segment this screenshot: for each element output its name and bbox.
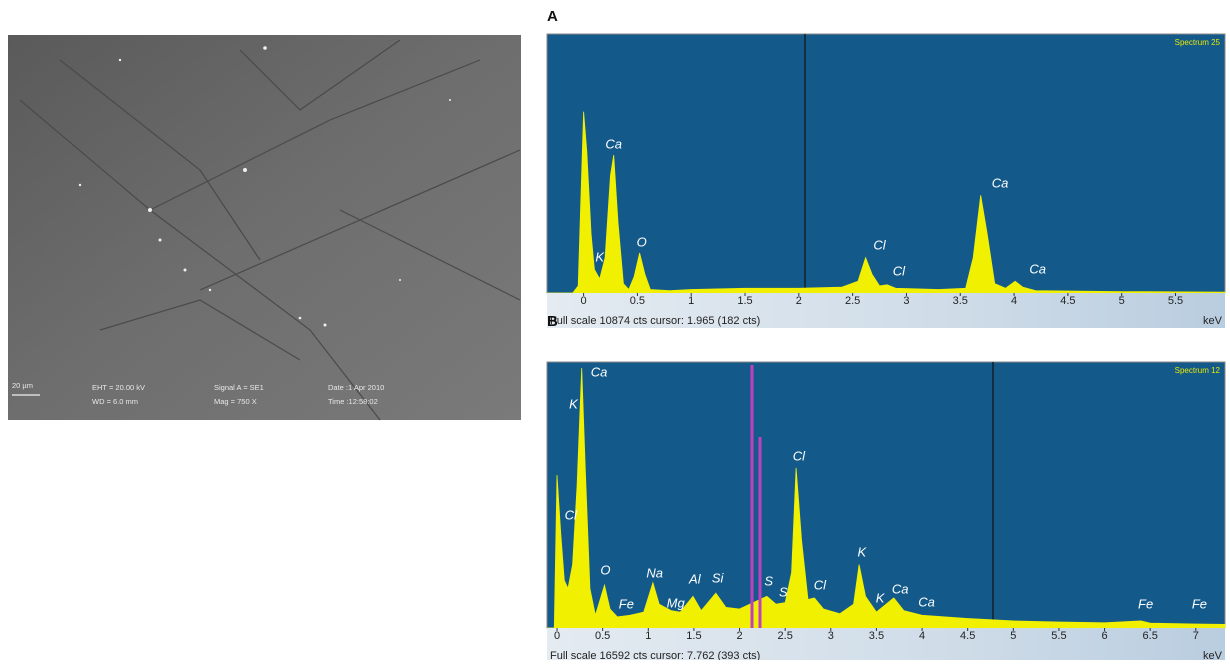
sem-wd: WD = 6.0 mm (92, 397, 138, 406)
x-tick-label: 4.5 (1060, 295, 1075, 307)
x-tick-label: 1.5 (686, 630, 701, 642)
peak-label: Fe (1192, 596, 1207, 611)
x-tick-label: 2 (736, 630, 742, 642)
x-tick-label: 7 (1193, 630, 1199, 642)
plot-area (547, 34, 1225, 293)
peak-label: Ca (918, 594, 935, 609)
x-tick-label: 5.5 (1051, 630, 1066, 642)
sem-background (8, 35, 521, 420)
x-tick-label: 4 (1011, 295, 1017, 307)
peak-label: K (569, 396, 579, 411)
plot-area (547, 362, 1225, 628)
x-tick-label: 5 (1010, 630, 1016, 642)
x-tick-label: 1 (645, 630, 651, 642)
x-tick-label: 1.5 (737, 295, 752, 307)
peak-label: Ca (1029, 261, 1046, 276)
peak-label: K (876, 590, 886, 605)
sem-signal: Signal A = SE1 (214, 383, 264, 392)
x-tick-label: 2 (796, 295, 802, 307)
panel-label: B (547, 313, 558, 330)
x-tick-label: 0 (581, 295, 587, 307)
peak-label: Si (712, 570, 725, 585)
peak-label: Cl (873, 237, 886, 252)
peak-label: Fe (1138, 596, 1153, 611)
peak-label: Ca (892, 581, 909, 596)
spectrum-panel: B Spectrum 12 0 0.5 1 1.5 2 2.5 3 3.5 4 4.5 5 5.5 6 6.5… (547, 313, 1225, 660)
peak-label: S (779, 584, 788, 599)
spectrum-panel: A Spectrum 25 0 0.5 1 1.5 2 2.5 3 3.5 4 4.5 5 5.5 Full… (547, 8, 1225, 328)
footer: Full scale 16592 cts cursor: 7.762 (393 … (550, 650, 760, 660)
spectrum-title: Spectrum 12 (1175, 366, 1221, 375)
x-tick-label: 0.5 (595, 630, 610, 642)
peak-label: O (600, 562, 610, 577)
x-tick-label: 5.5 (1168, 295, 1183, 307)
peak-label: Cl (565, 507, 578, 522)
x-tick-label: 6.5 (1143, 630, 1158, 642)
footer: Full scale 10874 cts cursor: 1.965 (182 … (550, 315, 760, 327)
x-tick-label: 2.5 (845, 295, 860, 307)
x-tick-label: 5 (1119, 295, 1125, 307)
figure: 20 µm EHT = 20.00 kV WD = 6.0 mm Signal … (0, 0, 1230, 660)
peak-label: Mg (667, 596, 686, 611)
peak-label: S (764, 573, 773, 588)
sem-eht: EHT = 20.00 kV (92, 383, 145, 392)
peak-label: Cl (814, 577, 827, 592)
x-tick-label: 3 (903, 295, 909, 307)
peak-label: Fe (619, 596, 634, 611)
peak-label: Ca (605, 136, 622, 151)
peak-label: Al (688, 571, 702, 586)
x-tick-label: 1 (688, 295, 694, 307)
x-tick-label: 6 (1101, 630, 1107, 642)
x-axis-label: keV (1203, 315, 1223, 327)
peak-label: Na (646, 565, 663, 580)
peak-label: K (857, 544, 867, 559)
x-tick-label: 4.5 (960, 630, 975, 642)
scale-bar-label: 20 µm (12, 381, 33, 390)
x-tick-label: 3.5 (953, 295, 968, 307)
sem-image: 20 µm EHT = 20.00 kV WD = 6.0 mm Signal … (8, 35, 521, 420)
peak-label: O (637, 235, 647, 250)
x-tick-label: 4 (919, 630, 925, 642)
panel-label: A (547, 8, 558, 25)
sem-time: Time :12:58:02 (328, 397, 378, 406)
sem-mag: Mag = 750 X (214, 397, 257, 406)
x-axis-label: keV (1203, 650, 1223, 660)
x-tick-label: 0.5 (630, 295, 645, 307)
peak-label: Ca (992, 175, 1009, 190)
peak-label: Ca (591, 364, 608, 379)
x-tick-label: 2.5 (778, 630, 793, 642)
peak-label: Cl (793, 448, 806, 463)
x-tick-label: 0 (554, 630, 560, 642)
spectrum-title: Spectrum 25 (1175, 38, 1221, 47)
x-tick-label: 3 (828, 630, 834, 642)
peak-label: K (595, 249, 605, 264)
sem-date: Date :1 Apr 2010 (328, 383, 384, 392)
peak-label: Cl (893, 263, 906, 278)
x-tick-label: 3.5 (869, 630, 884, 642)
